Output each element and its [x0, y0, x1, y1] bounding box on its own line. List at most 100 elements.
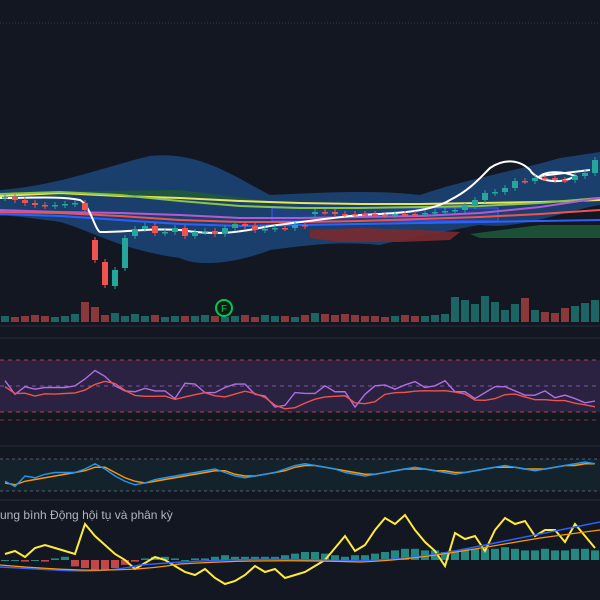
macd-hist-bar: [371, 553, 379, 560]
candle[interactable]: [152, 226, 158, 233]
macd-hist-bar: [321, 553, 329, 560]
volume-bar: [61, 316, 69, 322]
macd-hist-bar: [451, 550, 459, 560]
candle[interactable]: [322, 212, 328, 214]
candle[interactable]: [582, 173, 588, 176]
circle-marker-icon[interactable]: [215, 299, 233, 317]
candle[interactable]: [362, 214, 368, 216]
candle[interactable]: [112, 270, 118, 286]
candle[interactable]: [462, 206, 468, 210]
candle[interactable]: [522, 181, 528, 183]
candle[interactable]: [342, 214, 348, 216]
candle[interactable]: [482, 193, 488, 200]
candle[interactable]: [212, 231, 218, 234]
candle[interactable]: [202, 231, 208, 233]
candle[interactable]: [172, 228, 178, 232]
candle[interactable]: [392, 214, 398, 216]
macd-hist-bar: [141, 558, 149, 560]
macd-hist-bar: [41, 560, 49, 562]
candle[interactable]: [2, 197, 8, 199]
macd-hist-bar: [151, 556, 159, 560]
candle[interactable]: [492, 192, 498, 194]
volume-bar: [41, 316, 49, 322]
candle[interactable]: [312, 212, 318, 214]
volume-bar: [451, 297, 459, 322]
macd-hist-bar: [311, 552, 319, 560]
volume-bar: [471, 304, 479, 322]
volume-bar: [401, 315, 409, 322]
candle[interactable]: [562, 180, 568, 182]
candle[interactable]: [92, 240, 98, 260]
candle[interactable]: [542, 178, 548, 180]
candle[interactable]: [282, 228, 288, 230]
candle[interactable]: [32, 203, 38, 205]
candle[interactable]: [82, 203, 88, 210]
candle[interactable]: [552, 178, 558, 180]
candle[interactable]: [302, 225, 308, 227]
macd-hist-bar: [341, 556, 349, 560]
candle[interactable]: [182, 228, 188, 236]
candle[interactable]: [592, 160, 598, 173]
macd-hist-bar: [391, 550, 399, 560]
candle[interactable]: [512, 181, 518, 188]
candle[interactable]: [42, 205, 48, 207]
macd-hist-bar: [381, 552, 389, 560]
candle[interactable]: [62, 204, 68, 206]
stoch-k-line: [4, 461, 596, 488]
stoch-pane[interactable]: [0, 458, 600, 492]
candle[interactable]: [382, 215, 388, 217]
macd-line: [4, 513, 596, 586]
marker-label: F: [221, 304, 227, 315]
rsi-pane[interactable]: [0, 359, 600, 421]
candle[interactable]: [532, 178, 538, 181]
macd-hist-bar: [461, 548, 469, 560]
candle[interactable]: [332, 212, 338, 214]
candle[interactable]: [12, 197, 18, 200]
candle[interactable]: [472, 200, 478, 206]
marker-f[interactable]: F: [215, 299, 233, 317]
volume-bar: [531, 310, 539, 322]
candle[interactable]: [252, 226, 258, 230]
candlestick-series[interactable]: [2, 157, 598, 289]
volume-series: [1, 296, 599, 322]
volume-bar: [351, 315, 359, 322]
volume-bar: [51, 317, 59, 322]
candle[interactable]: [232, 224, 238, 228]
candle[interactable]: [132, 229, 138, 236]
candle[interactable]: [432, 212, 438, 214]
candle[interactable]: [142, 226, 148, 229]
candle[interactable]: [262, 229, 268, 231]
candle[interactable]: [102, 262, 108, 285]
macd-hist-bar: [171, 558, 179, 560]
candle[interactable]: [412, 214, 418, 216]
candle[interactable]: [372, 214, 378, 216]
candle[interactable]: [162, 232, 168, 234]
candle[interactable]: [352, 214, 358, 216]
candle[interactable]: [242, 224, 248, 226]
candle[interactable]: [422, 213, 428, 215]
candle[interactable]: [452, 210, 458, 212]
candle[interactable]: [502, 188, 508, 192]
volume-bar: [331, 315, 339, 322]
candle[interactable]: [192, 232, 198, 236]
candle[interactable]: [442, 211, 448, 213]
volume-bar: [101, 315, 109, 322]
volume-bar: [81, 302, 89, 322]
candle[interactable]: [272, 228, 278, 230]
candle[interactable]: [72, 203, 78, 205]
candle[interactable]: [402, 214, 408, 216]
volume-bar: [551, 313, 559, 322]
candle[interactable]: [52, 205, 58, 207]
candle[interactable]: [292, 225, 298, 228]
price-pane[interactable]: [0, 152, 600, 289]
candle[interactable]: [572, 176, 578, 180]
macd-hist-bar: [301, 552, 309, 560]
candle[interactable]: [122, 238, 128, 268]
macd-hist-bar: [471, 548, 479, 560]
candle[interactable]: [22, 200, 28, 203]
volume-bar: [91, 307, 99, 322]
macd-hist-bar: [501, 547, 509, 560]
candle[interactable]: [222, 228, 228, 234]
macd-pane[interactable]: [0, 513, 600, 586]
